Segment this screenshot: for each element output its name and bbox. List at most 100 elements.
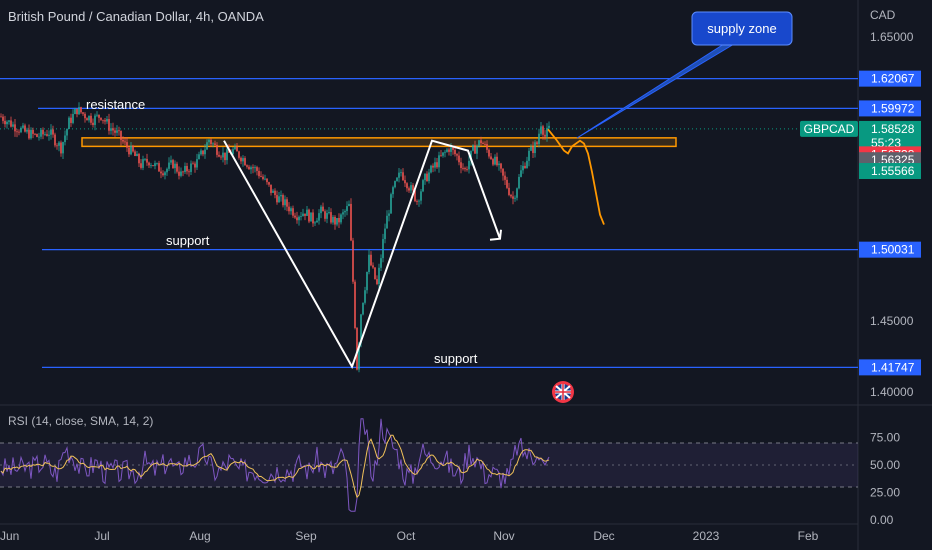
candle-body (366, 272, 368, 291)
candle-body (512, 196, 514, 199)
w-pattern-line (223, 139, 501, 370)
candle-body (72, 114, 74, 123)
candle-body (144, 158, 146, 160)
candle-body (370, 254, 372, 266)
candle-body (274, 190, 276, 196)
candle-body (288, 206, 290, 212)
candle-body (354, 281, 356, 328)
candle-body (80, 107, 82, 113)
candle-body (546, 127, 548, 137)
candle-body (480, 140, 482, 144)
candle-body (132, 145, 134, 152)
candle-body (76, 108, 78, 115)
candle-body (542, 126, 544, 135)
candle-body (218, 154, 220, 157)
candle-body (474, 145, 476, 154)
candle-body (146, 158, 148, 163)
candle-body (510, 194, 512, 197)
uk-flag-icon[interactable] (552, 381, 574, 403)
candle-body (514, 197, 516, 199)
candle-body (386, 215, 388, 229)
candle-body (314, 222, 316, 224)
candle-body (336, 217, 338, 225)
candle-body (234, 146, 236, 150)
annotation-label: resistance (86, 97, 145, 112)
candle-body (410, 185, 412, 191)
candle-body (120, 130, 122, 140)
candle-body (388, 213, 390, 216)
candle-body (106, 119, 108, 122)
candle-body (124, 141, 126, 143)
candle-body (194, 163, 196, 168)
candle-body (432, 165, 434, 168)
candle-body (28, 129, 30, 139)
candle-body (166, 168, 168, 173)
candle-body (508, 187, 510, 195)
candle-body (498, 163, 500, 166)
candle-body (0, 116, 2, 118)
symbol-tag (800, 120, 858, 137)
candle-body (260, 176, 262, 177)
candle-body (344, 211, 346, 213)
candle-body (284, 199, 286, 206)
candle-body (56, 145, 58, 147)
rsi-sma-line (0, 434, 550, 499)
candle-body (302, 213, 304, 217)
candle-body (248, 166, 250, 170)
candle-body (372, 265, 374, 268)
candle-body (458, 155, 460, 163)
candle-body (180, 171, 182, 176)
candle-body (164, 172, 166, 176)
supply-zone-callout[interactable] (691, 11, 793, 46)
candle-body (452, 147, 454, 150)
candle-body (204, 149, 206, 155)
candle-body (134, 151, 136, 157)
candle-body (492, 159, 494, 165)
candle-body (66, 128, 68, 136)
candle-body (210, 139, 212, 144)
candle-body (32, 129, 34, 134)
candle-body (526, 160, 528, 169)
candle-body (316, 220, 318, 223)
supply-zone-label: supply zone (707, 21, 776, 36)
candle-body (544, 134, 546, 137)
candle-body (246, 165, 248, 167)
candle-body (156, 163, 158, 164)
candle-body (420, 191, 422, 201)
candle-body (312, 212, 314, 224)
candle-body (226, 149, 228, 161)
candle-body (102, 119, 104, 121)
candle-body (26, 129, 28, 132)
candle-body (118, 130, 120, 132)
candle-body (16, 131, 18, 133)
candle-body (122, 139, 124, 142)
price-tag (859, 120, 921, 151)
candle-body (338, 217, 340, 223)
candle-body (488, 149, 490, 157)
candle-body (278, 196, 280, 203)
candle-body (40, 129, 42, 137)
candle-body (436, 162, 438, 168)
rsi-y-tick-label: 50.00 (870, 458, 900, 472)
candle-body (96, 114, 98, 116)
x-tick-label: Sep (295, 529, 317, 543)
candle-body (112, 128, 114, 131)
candle-body (12, 124, 14, 127)
candle-body (92, 122, 94, 125)
candle-body (298, 216, 300, 221)
candle-body (342, 212, 344, 215)
candle-body (406, 183, 408, 189)
candle-body (140, 163, 142, 168)
candle-body (422, 180, 424, 192)
candle-body (168, 162, 170, 169)
candle-body (516, 188, 518, 198)
candle-body (472, 145, 474, 151)
candle-body (416, 201, 418, 202)
candle-body (414, 190, 416, 202)
candle-body (482, 143, 484, 145)
candle-body (534, 142, 536, 154)
candle-body (538, 133, 540, 145)
candle-body (256, 167, 258, 171)
